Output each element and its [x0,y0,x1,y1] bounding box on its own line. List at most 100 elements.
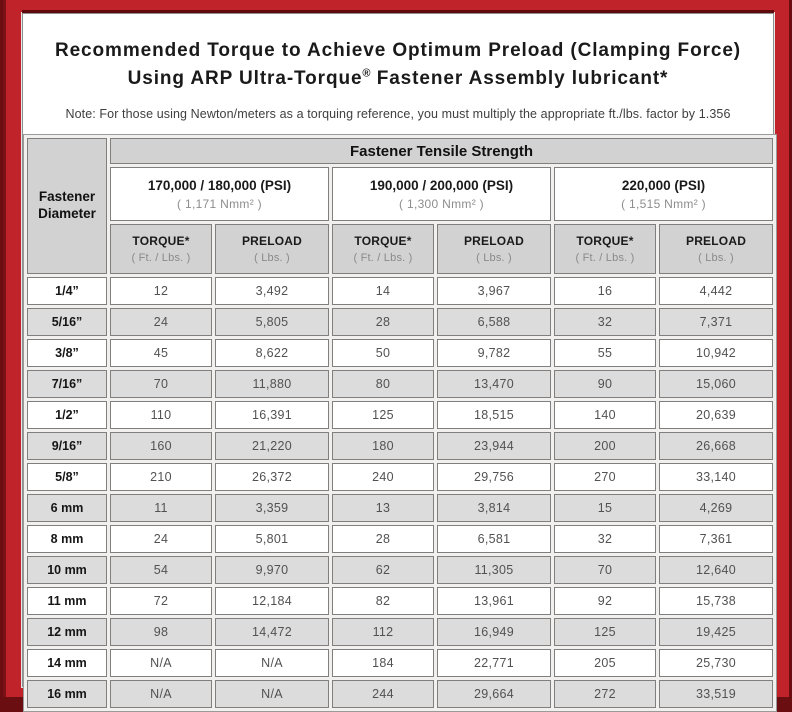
table-row: 14 mm N/A N/A 184 22,771 205 25,730 [27,649,774,678]
torque-units-label: ( Ft. / Lbs. ) [575,252,635,265]
preload-value-cell: 22,771 [437,649,551,678]
preload-value-cell: N/A [215,649,329,678]
preload-value-cell: 3,359 [215,494,329,523]
table-row: 5/16” 24 5,805 28 6,588 32 7,371 [27,308,774,337]
preload-column-header: PRELOAD ( Lbs. ) [215,224,329,275]
torque-value-cell: 112 [332,618,434,647]
table-header: Fastener Diameter Fastener Tensile Stren… [27,138,774,275]
preload-value-cell: 12,184 [215,587,329,616]
table-row: 6 mm 11 3,359 13 3,814 15 4,269 [27,494,774,523]
torque-value-cell: 45 [110,339,212,368]
torque-units-label: ( Ft. / Lbs. ) [353,252,413,265]
torque-spec-card: Recommended Torque to Achieve Optimum Pr… [22,13,778,712]
table-row: 1/4” 12 3,492 14 3,967 16 4,442 [27,277,774,306]
table-row: 1/2” 110 16,391 125 18,515 140 20,639 [27,401,774,430]
row-header-diameter: 6 mm [27,494,107,523]
torque-value-cell: 200 [554,432,656,461]
torque-value-cell: 14 [332,277,434,306]
torque-value-cell: 28 [332,525,434,554]
torque-value-cell: 205 [554,649,656,678]
preload-value-cell: 16,391 [215,401,329,430]
corner-header-line1: Fastener [38,189,96,205]
title-block: Recommended Torque to Achieve Optimum Pr… [23,14,773,121]
preload-value-cell: 8,622 [215,339,329,368]
table-row: 8 mm 24 5,801 28 6,581 32 7,361 [27,525,774,554]
torque-value-cell: N/A [110,680,212,709]
preload-label: PRELOAD [463,234,525,249]
preload-value-cell: 3,967 [437,277,551,306]
preload-column-header: PRELOAD ( Lbs. ) [659,224,774,275]
row-header-diameter: 5/8” [27,463,107,492]
table-row: 10 mm 54 9,970 62 11,305 70 12,640 [27,556,774,585]
torque-value-cell: 98 [110,618,212,647]
row-header-diameter: 9/16” [27,432,107,461]
row-header-diameter: 5/16” [27,308,107,337]
torque-value-cell: 240 [332,463,434,492]
preload-value-cell: 5,801 [215,525,329,554]
preload-value-cell: 3,492 [215,277,329,306]
torque-value-cell: 62 [332,556,434,585]
row-header-diameter: 1/2” [27,401,107,430]
torque-value-cell: 15 [554,494,656,523]
torque-value-cell: 50 [332,339,434,368]
torque-value-cell: 54 [110,556,212,585]
torque-value-cell: 270 [554,463,656,492]
torque-value-cell: 180 [332,432,434,461]
torque-preload-table: Fastener Diameter Fastener Tensile Stren… [23,134,778,712]
psi-rating-label: 220,000 (PSI) [621,177,706,193]
row-header-diameter: 14 mm [27,649,107,678]
preload-value-cell: 7,371 [659,308,774,337]
preload-value-cell: 7,361 [659,525,774,554]
preload-value-cell: 15,738 [659,587,774,616]
table-row: 9/16” 160 21,220 180 23,944 200 26,668 [27,432,774,461]
preload-value-cell: 14,472 [215,618,329,647]
page-title-line1: Recommended Torque to Achieve Optimum Pr… [54,40,742,61]
preload-value-cell: 4,269 [659,494,774,523]
registered-trademark-symbol: ® [362,67,371,80]
preload-units-label: ( Lbs. ) [698,252,734,265]
torque-value-cell: 55 [554,339,656,368]
nmm-rating-label: ( 1,515 Nmm² ) [621,196,706,211]
preload-value-cell: 26,372 [215,463,329,492]
preload-label: PRELOAD [685,234,747,249]
torque-value-cell: 32 [554,308,656,337]
corner-header-line2: Diameter [38,206,96,222]
torque-value-cell: 16 [554,277,656,306]
torque-value-cell: 125 [554,618,656,647]
psi-rating-label: 170,000 / 180,000 (PSI) [147,177,292,193]
torque-value-cell: 70 [554,556,656,585]
torque-value-cell: 125 [332,401,434,430]
row-header-diameter: 10 mm [27,556,107,585]
table-body: 1/4” 12 3,492 14 3,967 16 4,442 5/16” 24 5,805 28 6… [27,277,774,709]
torque-value-cell: 140 [554,401,656,430]
preload-value-cell: 20,639 [659,401,774,430]
preload-value-cell: 33,140 [659,463,774,492]
torque-units-label: ( Ft. / Lbs. ) [131,252,191,265]
torque-value-cell: 12 [110,277,212,306]
psi-group-header-220: 220,000 (PSI) ( 1,515 Nmm² ) [554,167,774,222]
torque-column-header: TORQUE* ( Ft. / Lbs. ) [554,224,656,275]
page-title-line2: Using ARP Ultra-Torque® Fastener Assembl… [23,65,773,93]
preload-value-cell: 9,970 [215,556,329,585]
row-header-diameter: 12 mm [27,618,107,647]
torque-column-header: TORQUE* ( Ft. / Lbs. ) [110,224,212,275]
torque-value-cell: 184 [332,649,434,678]
row-header-diameter: 7/16” [27,370,107,399]
row-header-diameter: 16 mm [27,680,107,709]
table-row: 5/8” 210 26,372 240 29,756 270 33,140 [27,463,774,492]
torque-value-cell: 24 [110,525,212,554]
psi-group-header-190-200: 190,000 / 200,000 (PSI) ( 1,300 Nmm² ) [332,167,551,222]
psi-group-header-170-180: 170,000 / 180,000 (PSI) ( 1,171 Nmm² ) [110,167,329,222]
preload-value-cell: 29,756 [437,463,551,492]
preload-value-cell: 18,515 [437,401,551,430]
preload-value-cell: 11,305 [437,556,551,585]
row-header-diameter: 1/4” [27,277,107,306]
torque-value-cell: 210 [110,463,212,492]
table-row: 11 mm 72 12,184 82 13,961 92 15,738 [27,587,774,616]
row-header-diameter: 8 mm [27,525,107,554]
title-line2-post: Fastener Assembly lubricant* [370,67,669,89]
preload-value-cell: 13,470 [437,370,551,399]
torque-label: TORQUE* [132,234,190,249]
preload-value-cell: 6,581 [437,525,551,554]
preload-label: PRELOAD [241,234,303,249]
